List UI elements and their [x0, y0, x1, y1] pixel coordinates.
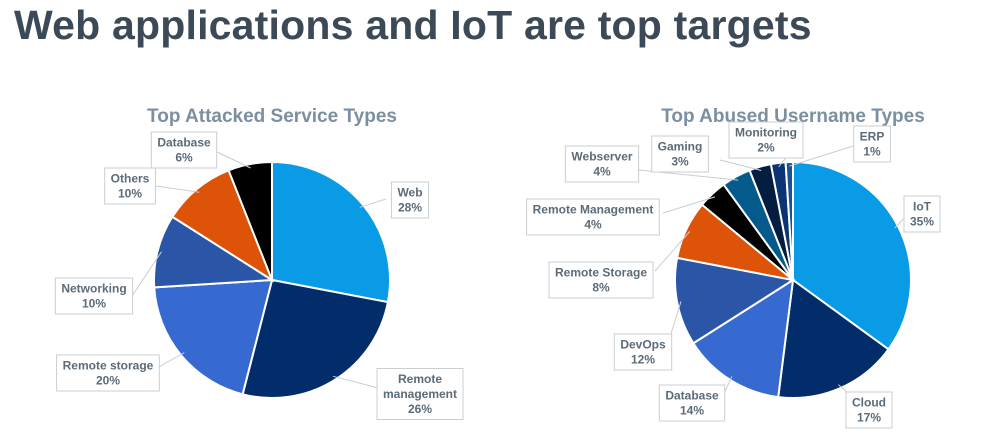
label-box	[548, 261, 654, 299]
pie-slice-erp	[784, 160, 794, 281]
pie-slice-web	[271, 160, 391, 304]
slice-percent: 10%	[118, 187, 142, 201]
pie-slice-devops	[674, 256, 796, 345]
label-box	[54, 277, 134, 315]
pie-slice-iot	[792, 160, 912, 351]
label-box	[903, 195, 941, 233]
slice-name: Networking	[61, 282, 126, 296]
slice-name: DevOps	[620, 338, 666, 352]
chart-title: Top Abused Username Types	[661, 106, 925, 127]
slice-percent: 12%	[631, 353, 655, 367]
pie-labels: IoT35%Cloud17%Database14%DevOps12%Remote…	[526, 121, 941, 429]
slice-name: Cloud	[852, 396, 886, 410]
slice-percent: 35%	[910, 215, 934, 229]
slice-percent: 6%	[175, 151, 193, 165]
slice-percent: 10%	[82, 297, 106, 311]
label-box	[651, 135, 709, 173]
slice-percent: 17%	[857, 411, 881, 425]
slice-name: ERP	[860, 130, 885, 144]
label-box	[728, 121, 804, 159]
pie-slices	[674, 160, 912, 399]
leader-line	[789, 145, 854, 167]
leader-line	[719, 159, 762, 171]
label-box	[564, 145, 640, 183]
label-box	[526, 198, 660, 236]
slice-name: Webserver	[571, 150, 632, 164]
slice-name: Web	[397, 186, 422, 200]
leader-line	[662, 196, 716, 214]
label-box	[390, 181, 429, 219]
slice-name: Remote	[398, 372, 442, 386]
label-box	[150, 131, 218, 169]
slice-name: Remote Management	[533, 203, 654, 217]
leader-line	[212, 149, 251, 169]
pie-slice-cloud	[777, 278, 890, 399]
slice-percent: 28%	[398, 201, 422, 215]
slice-name: Database	[157, 136, 211, 150]
slice-name: Others	[111, 172, 150, 186]
slice-percent: 3%	[671, 155, 689, 169]
pie-slice-database	[227, 160, 273, 281]
pie-slice-networking	[153, 215, 276, 289]
label-box	[104, 167, 156, 205]
pie-slices	[153, 160, 391, 399]
slice-name: Remote storage	[63, 359, 154, 373]
chart-title: Top Attacked Service Types	[147, 106, 397, 127]
slice-name: management	[383, 387, 457, 401]
slice-name: Database	[665, 389, 719, 403]
label-box	[845, 391, 893, 429]
slice-percent: 4%	[593, 165, 611, 179]
pie-slice-remote-storage	[153, 278, 274, 396]
pie-slice-database	[691, 278, 795, 399]
label-box	[56, 354, 160, 392]
slice-percent: 26%	[408, 402, 432, 416]
leader-line	[654, 231, 691, 272]
pie-slice-others	[170, 168, 275, 283]
slice-percent: 1%	[863, 145, 881, 159]
label-box	[376, 368, 464, 420]
label-box	[658, 384, 726, 422]
slice-name: Monitoring	[735, 126, 797, 140]
slice-name: IoT	[913, 200, 932, 214]
leader-line	[155, 185, 200, 193]
slice-percent: 2%	[757, 141, 775, 155]
leader-line	[131, 251, 163, 297]
slice-percent: 20%	[96, 374, 120, 388]
slice-percent: 8%	[592, 281, 610, 295]
leader-line	[359, 198, 387, 208]
label-box	[853, 125, 891, 163]
slice-percent: 14%	[680, 404, 704, 418]
slice-name: Gaming	[658, 140, 703, 154]
label-box	[613, 333, 673, 371]
page-headline: Web applications and IoT are top targets	[14, 2, 812, 48]
pie-slice-remote-management	[241, 278, 390, 399]
slice-name: Remote Storage	[555, 266, 647, 280]
slice-percent: 4%	[584, 218, 602, 232]
